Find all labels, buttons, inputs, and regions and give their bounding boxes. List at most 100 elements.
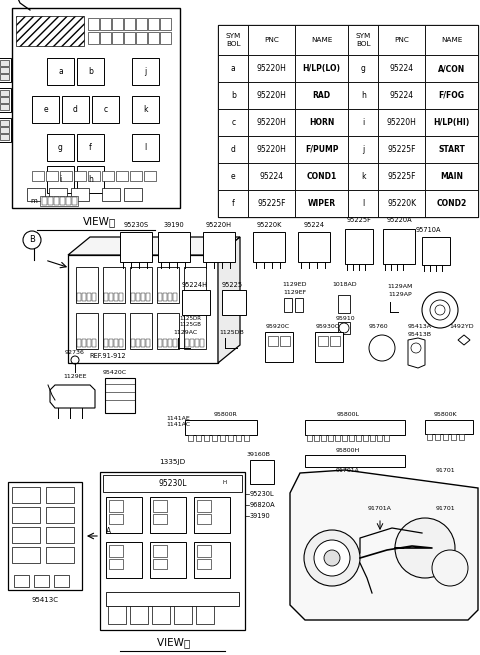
Text: H/LP(HI): H/LP(HI) (433, 118, 470, 127)
Bar (87, 293, 91, 301)
Text: Ⓐ: Ⓐ (183, 638, 190, 648)
Text: START: START (438, 145, 465, 154)
Text: PNC: PNC (264, 37, 279, 43)
Text: h: h (361, 91, 366, 100)
Text: m: m (31, 198, 37, 204)
Bar (296, 25, 348, 55)
Text: j: j (144, 67, 146, 76)
Bar (0, 60, 9, 66)
Bar (296, 109, 348, 136)
Bar (249, 163, 296, 190)
Bar (249, 190, 296, 217)
Bar (160, 18, 171, 30)
Bar (197, 500, 211, 512)
Text: 95800K: 95800K (433, 413, 457, 417)
Text: F/FOG: F/FOG (439, 91, 465, 100)
Bar (103, 313, 125, 349)
Bar (196, 435, 201, 441)
Bar (348, 82, 378, 109)
Text: 95413A: 95413A (408, 324, 432, 329)
Text: 1335JD: 1335JD (159, 459, 186, 465)
Bar (47, 166, 74, 193)
Bar (249, 82, 296, 109)
Text: 95930C: 95930C (316, 324, 340, 329)
Text: 1129EE: 1129EE (63, 373, 87, 379)
Bar (132, 96, 159, 123)
Bar (103, 475, 242, 492)
Bar (8, 482, 82, 590)
Bar (0, 67, 9, 73)
Bar (77, 134, 104, 161)
Bar (49, 188, 67, 201)
Bar (348, 109, 378, 136)
Bar (46, 507, 74, 523)
Bar (196, 606, 214, 624)
Bar (158, 293, 162, 301)
Text: SYM
BOL: SYM BOL (226, 33, 241, 47)
Bar (356, 435, 361, 441)
Bar (218, 190, 249, 217)
Bar (184, 313, 206, 349)
Text: 95413C: 95413C (32, 597, 59, 603)
Bar (0, 74, 9, 80)
Bar (74, 171, 86, 181)
Text: 95220H: 95220H (257, 64, 287, 73)
Text: k: k (143, 105, 148, 114)
Bar (378, 109, 425, 136)
Bar (296, 163, 348, 190)
Bar (348, 136, 378, 163)
Bar (253, 232, 285, 262)
Bar (160, 32, 171, 44)
Bar (108, 606, 126, 624)
Text: g: g (58, 143, 63, 152)
Bar (77, 339, 81, 347)
Bar (0, 58, 11, 82)
Bar (163, 293, 167, 301)
Bar (425, 55, 478, 82)
Text: 1125DR: 1125DR (179, 316, 201, 320)
Bar (190, 339, 194, 347)
Bar (203, 232, 235, 262)
Bar (295, 298, 303, 312)
Bar (220, 435, 225, 441)
Bar (0, 104, 9, 110)
Bar (116, 171, 128, 181)
Bar (377, 435, 382, 441)
Bar (435, 434, 440, 440)
Bar (72, 197, 77, 205)
Text: 91701A: 91701A (368, 506, 392, 510)
Bar (92, 293, 96, 301)
Bar (105, 378, 135, 413)
Text: 95760: 95760 (368, 324, 388, 329)
Bar (194, 542, 230, 578)
Text: 1129AC: 1129AC (173, 329, 197, 335)
Text: e: e (231, 172, 236, 181)
Bar (87, 339, 91, 347)
Text: 96820A: 96820A (250, 502, 276, 508)
Bar (425, 109, 478, 136)
Text: 1129EF: 1129EF (283, 290, 307, 295)
Bar (103, 267, 125, 303)
Bar (150, 497, 186, 533)
Text: b: b (231, 91, 236, 100)
Circle shape (314, 540, 350, 576)
Bar (104, 339, 108, 347)
Text: HORN: HORN (309, 118, 335, 127)
Bar (451, 434, 456, 440)
Bar (370, 435, 375, 441)
Bar (307, 435, 312, 441)
Bar (47, 134, 74, 161)
Bar (54, 197, 59, 205)
Text: 95224H: 95224H (182, 282, 208, 288)
Text: H/LP(LO): H/LP(LO) (303, 64, 341, 73)
Bar (173, 339, 177, 347)
Bar (378, 55, 425, 82)
Text: 39160B: 39160B (246, 453, 270, 457)
Bar (185, 339, 189, 347)
Bar (218, 82, 249, 109)
Bar (236, 435, 241, 441)
Text: 95220H: 95220H (257, 118, 287, 127)
Text: 1018AD: 1018AD (333, 282, 357, 288)
Bar (328, 435, 333, 441)
Bar (363, 435, 368, 441)
